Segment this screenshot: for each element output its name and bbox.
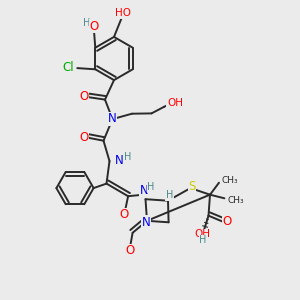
Text: O: O <box>90 20 99 33</box>
Text: Cl: Cl <box>62 61 74 74</box>
Text: N: N <box>107 112 116 125</box>
Text: H: H <box>200 235 207 245</box>
Text: O: O <box>120 208 129 221</box>
Text: O: O <box>126 244 135 257</box>
Text: O: O <box>79 131 88 144</box>
Text: S: S <box>188 180 195 193</box>
Text: HO: HO <box>115 8 131 19</box>
Text: OH: OH <box>194 229 211 239</box>
Text: H: H <box>147 182 154 193</box>
Text: N: N <box>115 154 124 167</box>
Text: O: O <box>222 215 231 228</box>
Text: H: H <box>166 190 173 200</box>
Text: N: N <box>142 216 151 229</box>
Text: O: O <box>80 90 89 104</box>
Text: H: H <box>124 152 131 163</box>
Text: CH₃: CH₃ <box>221 176 238 185</box>
Text: CH₃: CH₃ <box>227 196 244 205</box>
Text: N: N <box>140 184 149 197</box>
Text: OH: OH <box>167 98 183 108</box>
Text: H: H <box>82 18 90 28</box>
